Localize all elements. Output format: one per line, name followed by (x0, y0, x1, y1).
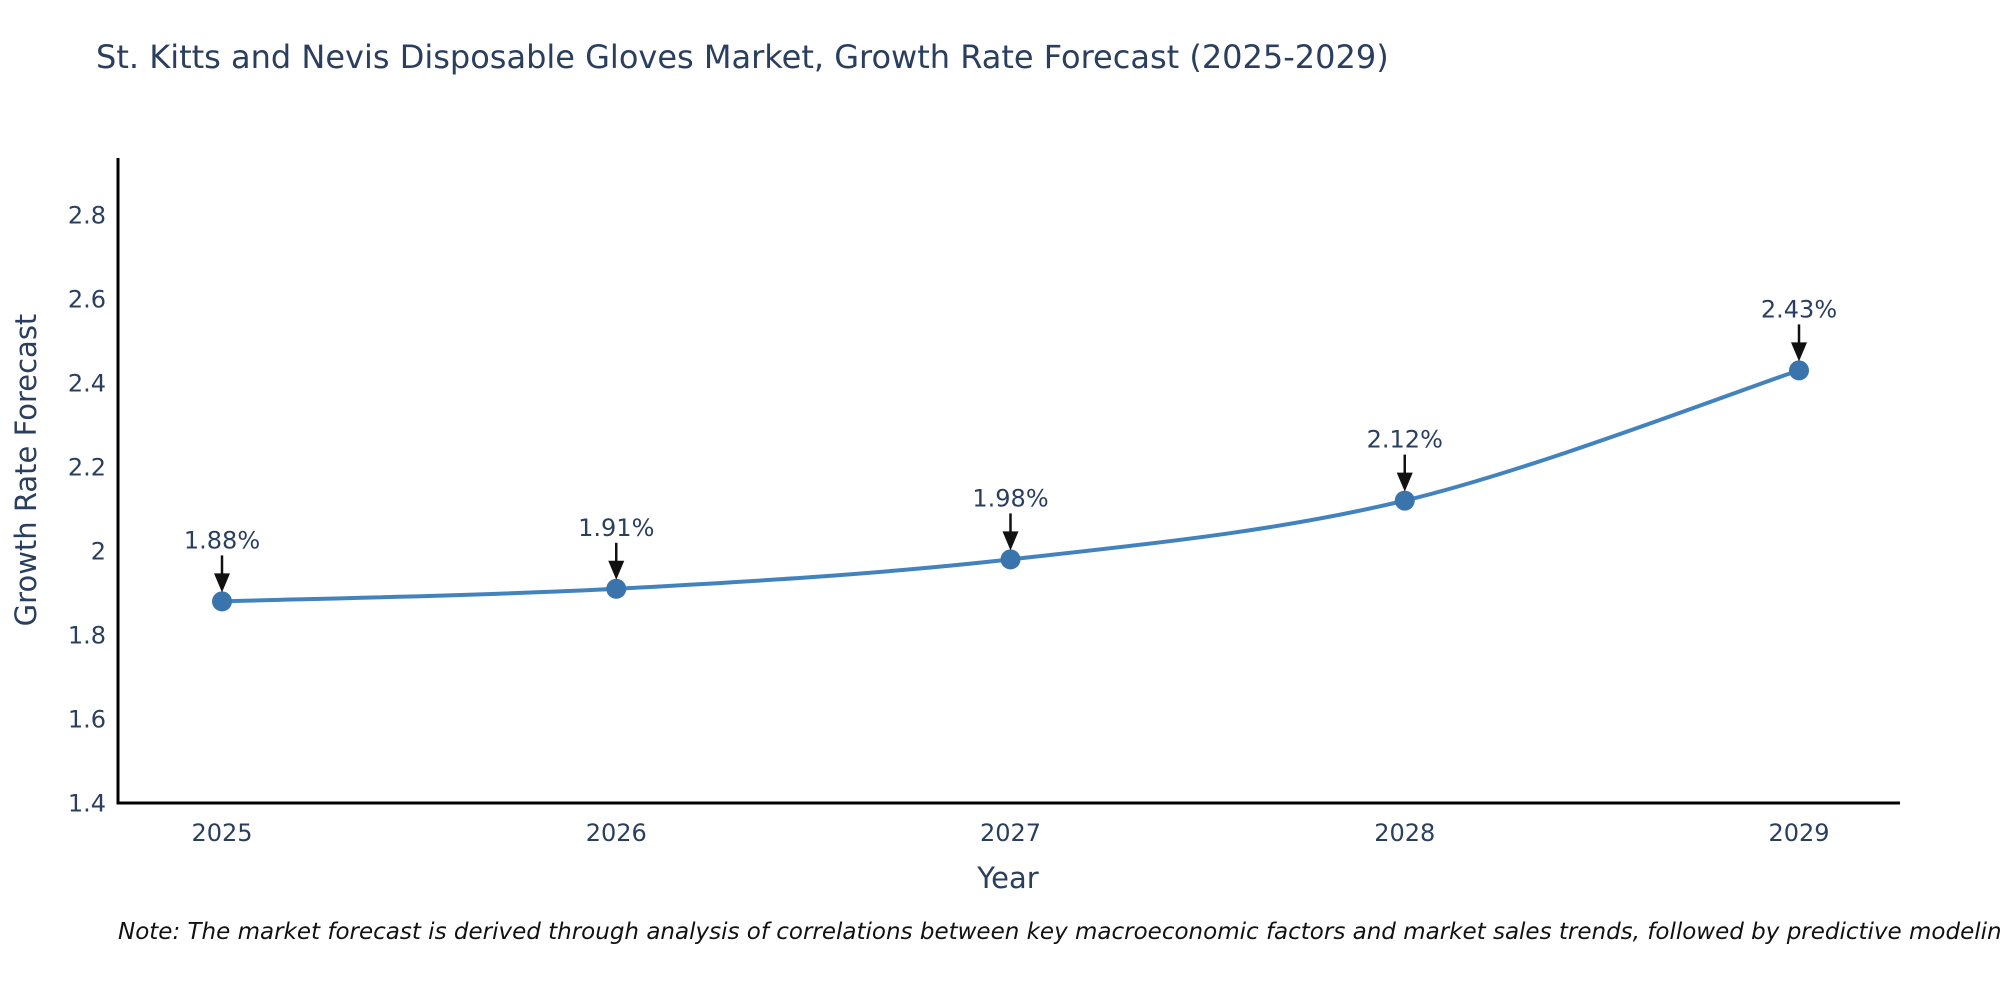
y-tick-label: 1.6 (68, 706, 106, 734)
x-tick-label: 2025 (191, 819, 252, 847)
annotation-label: 2.12% (1367, 426, 1443, 454)
y-tick-label: 2.6 (68, 286, 106, 314)
y-tick-label: 1.4 (68, 790, 106, 818)
y-tick-label: 2 (91, 538, 106, 566)
y-tick-label: 2.8 (68, 202, 106, 230)
data-point-marker[interactable] (606, 578, 627, 599)
x-axis-title: Year (977, 861, 1039, 895)
annotation-arrowhead (1002, 531, 1019, 551)
x-tick-label: 2029 (1768, 819, 1829, 847)
annotation-arrowhead (608, 560, 625, 580)
data-point-marker[interactable] (1394, 490, 1415, 511)
y-axis-title: Growth Rate Forecast (9, 313, 43, 627)
annotation-label: 1.88% (184, 526, 260, 554)
data-point-marker[interactable] (1789, 360, 1809, 381)
x-tick-label: 2028 (1374, 819, 1435, 847)
x-tick-label: 2026 (586, 819, 647, 847)
data-point-marker[interactable] (212, 591, 232, 612)
chart-title: St. Kitts and Nevis Disposable Gloves Ma… (96, 38, 1389, 76)
annotation-label: 1.98% (972, 484, 1048, 512)
y-tick-label: 2.2 (68, 454, 106, 482)
x-tick-label: 2027 (980, 819, 1041, 847)
y-tick-label: 1.8 (68, 622, 106, 650)
data-point-marker[interactable] (1000, 549, 1021, 570)
annotation-label: 1.91% (578, 514, 654, 542)
chart-note: Note: The market forecast is derived thr… (118, 919, 2000, 945)
annotation-label: 2.43% (1761, 295, 1837, 323)
annotation-arrowhead (1396, 472, 1413, 492)
annotation-arrowhead (214, 573, 230, 593)
y-tick-label: 2.4 (68, 370, 106, 398)
annotation-arrowhead (1791, 342, 1807, 362)
